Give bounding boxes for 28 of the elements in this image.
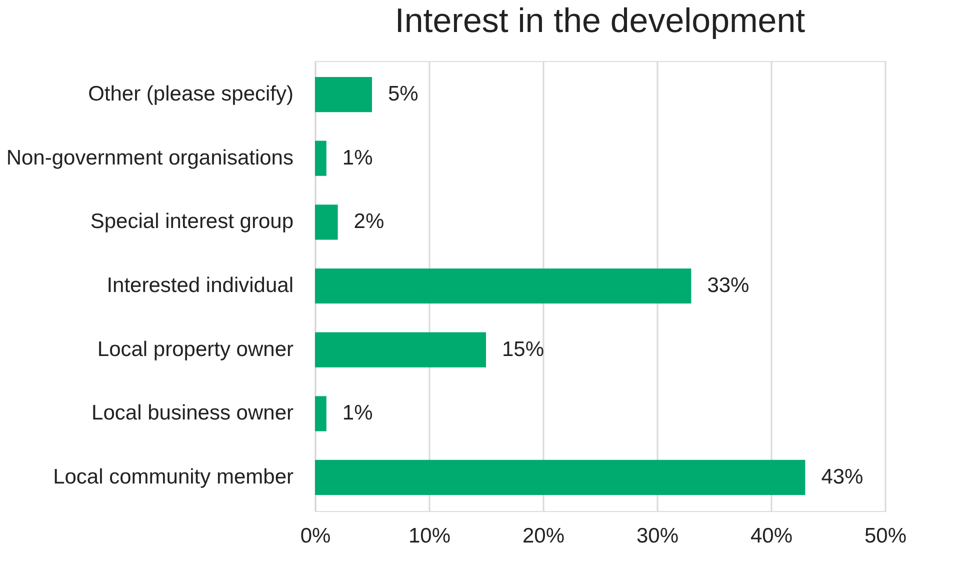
x-tick-label: 0% xyxy=(300,524,331,548)
bar xyxy=(315,204,338,240)
x-tick-label: 50% xyxy=(864,524,907,548)
data-label: 1% xyxy=(342,146,373,170)
y-tick-label: Local business owner xyxy=(92,402,294,425)
y-tick-label: Interested individual xyxy=(106,274,294,297)
bar xyxy=(315,396,326,432)
bar xyxy=(315,332,486,368)
y-tick-label: Special interest group xyxy=(90,210,294,234)
data-label: 43% xyxy=(821,465,864,488)
x-tick-label: 20% xyxy=(522,524,565,548)
y-tick-label: Other (please specify) xyxy=(88,82,294,106)
data-label: 33% xyxy=(707,274,750,297)
y-tick-label: Non-government organisations xyxy=(6,146,294,170)
x-tick-label: 10% xyxy=(408,524,451,548)
x-tick-label: 30% xyxy=(636,524,679,548)
x-tick-label: 40% xyxy=(750,524,793,548)
bar xyxy=(315,140,326,176)
bar xyxy=(315,460,806,496)
data-label: 2% xyxy=(354,210,384,234)
y-tick-label: Local property owner xyxy=(97,338,294,361)
bar xyxy=(315,76,372,112)
data-label: 1% xyxy=(342,402,373,425)
y-tick-label: Local community member xyxy=(53,465,294,488)
chart-title: Interest in the development xyxy=(394,2,806,40)
bar xyxy=(315,268,692,304)
data-label: 5% xyxy=(388,82,418,106)
data-label: 15% xyxy=(502,338,544,361)
